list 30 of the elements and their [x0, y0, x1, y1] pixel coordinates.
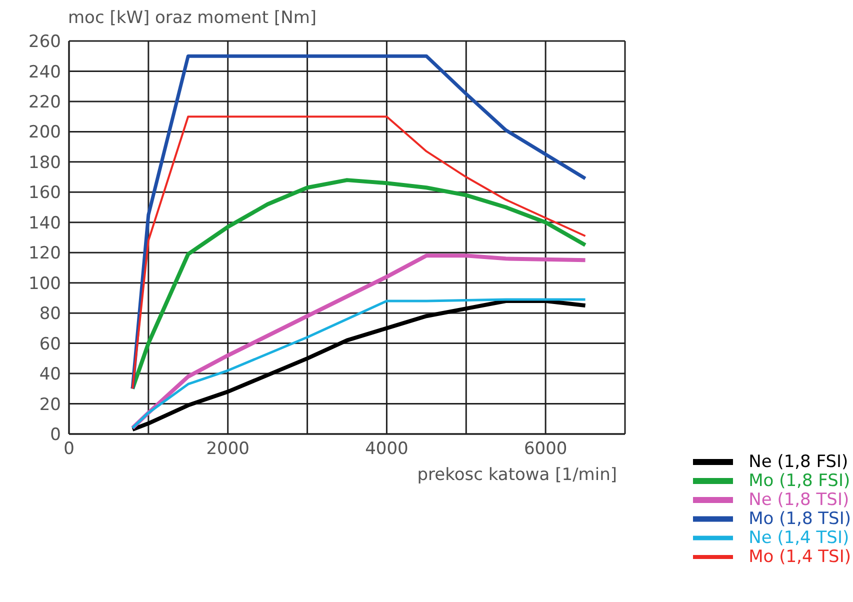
y-tick-label: 160 — [28, 183, 61, 204]
x-tick-label: 0 — [64, 439, 74, 460]
y-tick-label: 40 — [39, 364, 61, 385]
legend-label: Ne (1,8 TSI) — [748, 490, 850, 510]
line-series — [130, 254, 588, 430]
x-axis-title: prekosc katowa [1/min] — [417, 465, 617, 485]
x-tick-label: 6000 — [524, 439, 568, 460]
line-series — [132, 116, 586, 390]
y-tick-label: 100 — [28, 274, 61, 294]
x-tick-label: 2000 — [206, 439, 250, 460]
y-tick-label: 20 — [39, 394, 61, 415]
y-tick-label: 240 — [28, 62, 61, 82]
line-series — [130, 178, 588, 391]
y-tick-label: 260 — [28, 32, 61, 52]
y-tick-label: 60 — [39, 334, 61, 354]
legend-label: Mo (1,8 FSI) — [748, 470, 850, 490]
y-axis-title: moc [kW] oraz moment [Nm] — [68, 8, 317, 28]
legend-label: Ne (1,8 FSI) — [748, 452, 848, 472]
y-tick-label: 220 — [28, 92, 61, 112]
x-tick-label: 4000 — [365, 439, 408, 460]
y-tick-label: 180 — [28, 152, 61, 173]
y-tick-label: 0 — [50, 425, 61, 446]
y-tick-label: 200 — [28, 122, 61, 143]
y-tick-label: 140 — [28, 213, 61, 234]
y-tick-label: 80 — [39, 304, 61, 324]
y-tick-label: 120 — [28, 244, 61, 264]
legend-label: Mo (1,8 TSI) — [748, 508, 851, 528]
line-series — [130, 54, 588, 390]
legend-label: Mo (1,4 TSI) — [748, 546, 851, 566]
legend-label: Ne (1,4 TSI) — [748, 528, 850, 548]
